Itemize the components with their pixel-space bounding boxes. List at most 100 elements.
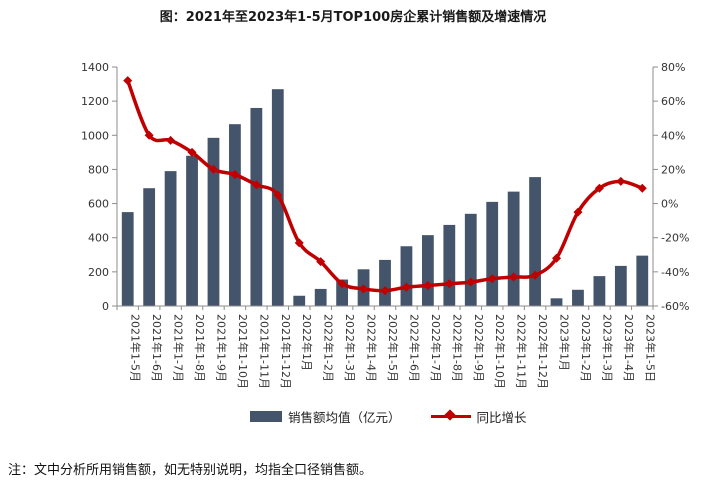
line-point (616, 176, 626, 186)
category-label: 2021年1-7月 (172, 314, 186, 382)
right-tick-label: -20% (661, 232, 689, 245)
line-point (123, 76, 133, 86)
right-axis: -60% -40% -20% 0% 20% 40% 60% 80% (652, 61, 689, 313)
bar (121, 212, 134, 306)
category-label: 2022年1-3月 (343, 314, 357, 382)
growth-line (126, 80, 643, 293)
left-tick-label: 1200 (81, 95, 109, 108)
right-tick-label: 80% (661, 61, 685, 74)
line-point (359, 284, 369, 294)
category-label: 2023年1-2月 (579, 314, 593, 382)
legend-line-label: 同比增长 (476, 409, 527, 425)
bar (421, 235, 434, 306)
line-series (123, 76, 647, 296)
right-tick-label: 20% (661, 163, 685, 176)
line-point (401, 282, 411, 292)
line-point (230, 170, 240, 180)
line-point (316, 257, 326, 267)
line-point (273, 190, 283, 200)
line-point (423, 281, 433, 291)
line-point (637, 183, 647, 193)
bar (164, 171, 177, 306)
category-label: 2023年1月 (558, 314, 572, 371)
line-point (444, 279, 454, 289)
category-label: 2022年1月 (300, 314, 314, 371)
line-point (530, 270, 540, 280)
line-point (337, 279, 347, 289)
category-label: 2022年1-5月 (386, 314, 400, 382)
category-label: 2022年1-10月 (493, 314, 507, 389)
bar (250, 107, 263, 306)
category-label: 2021年1-5月 (129, 314, 143, 382)
legend-line-swatch (430, 409, 471, 423)
category-label: 2023年1-3月 (600, 314, 614, 382)
left-tick-label: 1400 (81, 61, 109, 74)
category-label: 2022年1-11月 (515, 314, 529, 389)
line-point (251, 180, 261, 190)
footnote: 注：文中分析所用销售额，如无特别说明，均指全口径销售额。 (8, 463, 373, 478)
bar (400, 246, 413, 306)
bar (229, 124, 241, 306)
legend-bar-swatch (250, 410, 282, 422)
bar-series (121, 89, 649, 306)
bar (143, 188, 156, 306)
category-label: 2022年1-7月 (429, 314, 443, 382)
left-tick-label: 0 (102, 300, 109, 313)
line-point (144, 130, 154, 140)
category-label: 2022年1-9月 (472, 314, 486, 382)
left-tick-label: 600 (88, 198, 109, 211)
category-label: 2021年1-12月 (279, 314, 293, 389)
right-tick-label: -40% (661, 266, 689, 279)
legend-bar-label: 销售额均值（亿元） (288, 409, 401, 425)
line-point (509, 272, 519, 282)
bar (186, 155, 198, 306)
line-point (487, 274, 497, 284)
bar (529, 177, 541, 306)
line-point (187, 147, 197, 157)
line-point (552, 253, 562, 263)
category-label: 2021年1-9月 (214, 314, 228, 382)
bar (293, 295, 306, 306)
chart-title: 图：2021年至2023年1-5月TOP100房企累计销售额及增速情况 (159, 10, 547, 25)
category-label: 2021年1-6月 (150, 314, 164, 382)
line-point (466, 277, 476, 287)
left-axis: 0 200 400 600 800 1000 1200 1400 (81, 61, 118, 313)
legend-item-line: 同比增长 (430, 407, 527, 426)
category-label: 2022年1-6月 (407, 314, 421, 382)
category-label: 2022年1-8月 (450, 314, 464, 382)
bar (314, 288, 327, 306)
line-point (594, 183, 604, 193)
category-label: 2023年1-5日 (643, 314, 657, 382)
bar (379, 259, 391, 306)
category-label: 2021年1-11月 (257, 314, 271, 389)
category-axis: 2021年1-5月 2021年1-6月 2021年1-7月 2021年1-8月 2021… (116, 305, 657, 389)
line-point (380, 286, 390, 296)
bar (207, 137, 220, 306)
bar (507, 191, 520, 306)
bar (550, 298, 563, 306)
line-point (166, 135, 176, 145)
line-point (294, 238, 304, 248)
bar (614, 265, 627, 306)
right-tick-label: 40% (661, 129, 685, 142)
bar (593, 276, 606, 306)
legend: 销售额均值（亿元） 同比增长 (250, 406, 557, 426)
bar (443, 224, 456, 306)
bar (336, 279, 349, 306)
category-label: 2022年1-4月 (365, 314, 379, 382)
category-label: 2022年1-12月 (536, 314, 550, 389)
left-tick-label: 800 (88, 163, 109, 176)
category-label: 2021年1-10月 (236, 314, 250, 389)
bar (636, 255, 649, 306)
bar (486, 201, 499, 306)
right-tick-label: 0% (661, 198, 678, 211)
bar (572, 289, 584, 306)
left-tick-label: 200 (88, 266, 109, 279)
category-label: 2023年1-4月 (622, 314, 636, 382)
left-tick-label: 1000 (81, 129, 109, 142)
legend-item-bar: 销售额均值（亿元） (250, 407, 401, 426)
right-tick-label: 60% (661, 95, 685, 108)
category-label: 2021年1-8月 (193, 314, 207, 382)
line-point (208, 164, 218, 174)
